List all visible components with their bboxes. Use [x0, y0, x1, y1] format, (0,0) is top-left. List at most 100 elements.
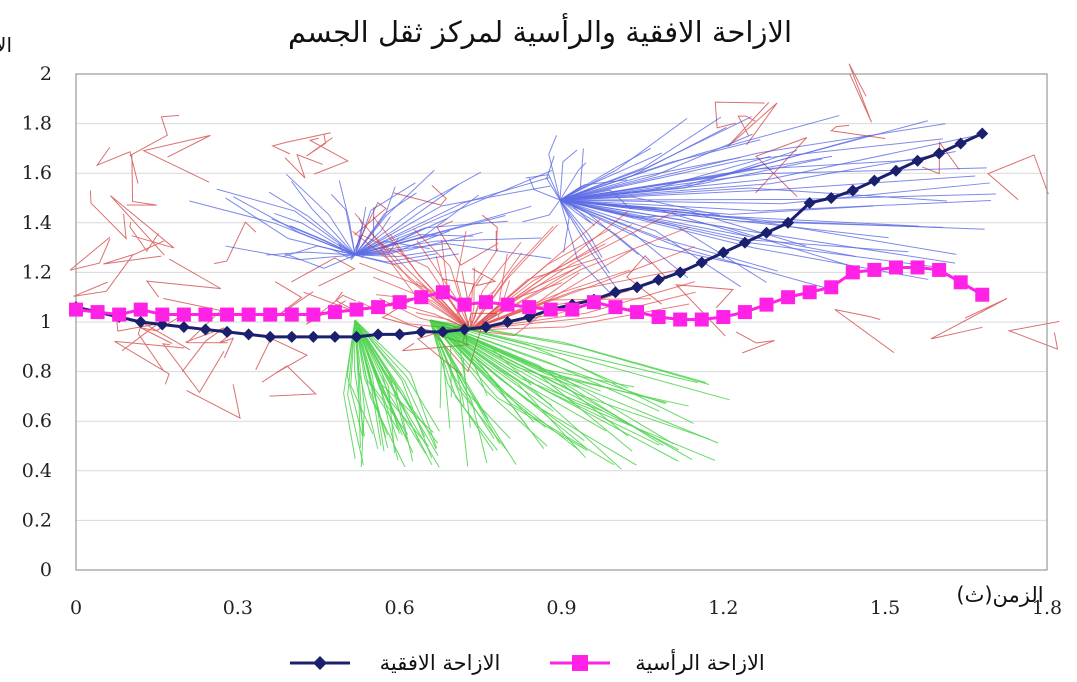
data-point: [976, 127, 989, 140]
data-point: [371, 300, 386, 315]
chart-title: الازاحة الافقية والرأسية لمركز ثقل الجسم: [288, 12, 792, 50]
data-point: [652, 273, 665, 286]
data-point: [133, 302, 148, 317]
x-tick-label: 1.5: [870, 597, 900, 619]
data-point: [284, 307, 299, 322]
data-point: [845, 265, 860, 280]
data-point: [199, 323, 212, 336]
y-axis-label: الازاحة (متر): [0, 33, 12, 57]
data-point: [953, 275, 968, 290]
data-point: [825, 192, 838, 204]
data-point: [479, 320, 492, 333]
data-point: [932, 262, 947, 277]
blue-limb-fan-right: [522, 115, 996, 294]
y-tick-label: 1.2: [22, 261, 52, 283]
data-point: [177, 320, 190, 333]
data-point: [176, 307, 191, 322]
x-tick-label: 0.9: [546, 597, 576, 619]
data-point: [824, 280, 839, 295]
data-point: [221, 325, 234, 338]
legend: الازاحة الرأسية الازاحة الافقية: [290, 649, 765, 675]
x-axis-label: الزمن(ث): [956, 583, 1043, 607]
data-point: [846, 184, 859, 197]
data-point: [155, 307, 170, 322]
y-tick-label: 1.8: [22, 113, 52, 135]
data-point: [543, 302, 558, 317]
data-point: [112, 307, 127, 322]
data-point: [372, 328, 385, 341]
y-tick-label: 1.6: [22, 162, 52, 184]
data-point: [90, 305, 105, 320]
legend-item-vertical: الازاحة الرأسية: [550, 649, 765, 675]
data-point: [716, 310, 731, 325]
y-tick-label: 0: [40, 559, 52, 581]
data-point: [781, 290, 796, 305]
data-point: [868, 174, 881, 187]
y-tick-label: 0.2: [22, 509, 52, 531]
data-point: [328, 330, 341, 343]
data-point: [975, 287, 990, 302]
data-point: [242, 328, 255, 341]
x-tick-label: 0: [70, 597, 82, 619]
data-point: [69, 302, 83, 317]
data-point: [737, 305, 752, 320]
data-point: [349, 302, 364, 317]
legend-label-vertical: الازاحة الرأسية: [635, 649, 765, 675]
y-tick-label: 1: [40, 311, 52, 333]
data-point: [500, 297, 515, 312]
data-point: [717, 246, 730, 259]
data-point: [673, 312, 688, 327]
data-point: [694, 312, 709, 327]
data-point: [327, 305, 342, 320]
data-point: [306, 307, 321, 322]
gridlines: [76, 73, 1047, 571]
green-leg-fan-right: [429, 319, 730, 470]
data-point: [933, 147, 946, 160]
data-point: [350, 330, 363, 343]
data-point: [802, 285, 817, 300]
data-point: [674, 266, 687, 279]
data-point: [954, 137, 967, 150]
data-point: [911, 154, 924, 167]
x-tick-label: 0.6: [385, 597, 415, 619]
data-point: [458, 323, 471, 336]
data-point: [285, 330, 298, 343]
y-tick-label: 2: [40, 63, 52, 85]
data-point: [738, 236, 751, 249]
data-point: [695, 256, 708, 269]
data-point: [803, 196, 816, 209]
data-point: [651, 310, 666, 325]
data-point: [436, 325, 449, 338]
x-tick-label: 1.8: [1032, 597, 1062, 619]
data-point: [415, 325, 428, 338]
data-point: [392, 295, 407, 310]
series-1: [69, 260, 990, 327]
data-point: [220, 307, 235, 322]
data-point: [565, 302, 580, 317]
legend-label-horizontal: الازاحة الافقية: [380, 651, 501, 675]
data-point: [263, 307, 278, 322]
data-point: [501, 316, 514, 328]
data-point: [608, 300, 623, 315]
data-point: [522, 300, 537, 315]
green-leg-fan-left: [343, 319, 440, 468]
y-tick-label: 0.6: [22, 410, 52, 432]
data-point: [414, 290, 429, 305]
data-point: [241, 307, 256, 322]
data-point: [393, 328, 406, 341]
data-point: [457, 297, 472, 312]
data-point: [630, 305, 645, 320]
y-tick-label: 0.8: [22, 361, 52, 383]
data-point: [888, 260, 903, 275]
data-point: [609, 286, 622, 299]
data-point: [478, 295, 493, 310]
data-point: [759, 297, 774, 312]
red-pose-outlines-right: [626, 63, 1060, 354]
data-point: [760, 226, 773, 239]
data-point: [631, 281, 644, 294]
y-tick-label: 0.4: [22, 460, 52, 482]
data-point: [910, 260, 925, 275]
data-point: [307, 330, 320, 343]
data-point: [134, 316, 147, 328]
